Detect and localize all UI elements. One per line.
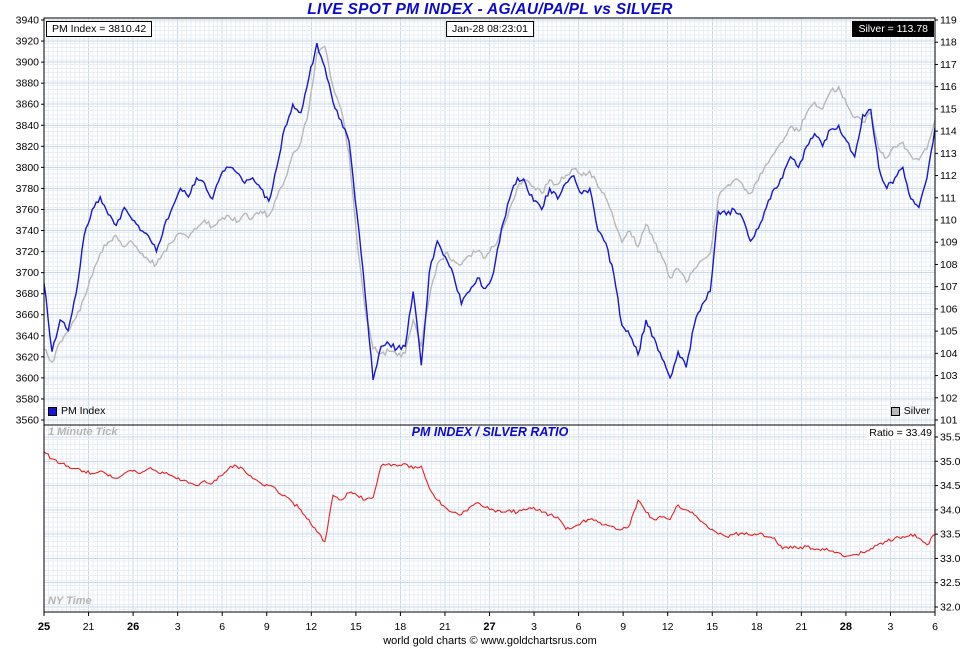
pm-index-line xyxy=(44,43,935,381)
svg-text:3: 3 xyxy=(531,621,537,633)
svg-text:12: 12 xyxy=(305,621,317,633)
svg-text:3720: 3720 xyxy=(16,246,40,258)
svg-text:107: 107 xyxy=(940,281,958,293)
svg-text:108: 108 xyxy=(940,259,958,271)
svg-text:117: 117 xyxy=(940,59,957,71)
svg-text:6: 6 xyxy=(576,621,582,633)
svg-text:25: 25 xyxy=(38,621,50,633)
svg-text:112: 112 xyxy=(940,170,957,182)
svg-text:3620: 3620 xyxy=(16,351,40,363)
svg-text:26: 26 xyxy=(127,621,139,633)
svg-text:15: 15 xyxy=(706,621,718,633)
svg-text:3: 3 xyxy=(888,621,894,633)
silver-swatch xyxy=(890,406,900,416)
tick-interval-note: 1 Minute Tick xyxy=(48,426,118,438)
svg-text:6: 6 xyxy=(219,621,225,633)
price-series xyxy=(44,43,935,381)
legend-silver: Silver xyxy=(890,405,930,417)
svg-text:9: 9 xyxy=(620,621,626,633)
svg-text:111: 111 xyxy=(940,192,956,204)
svg-text:114: 114 xyxy=(940,126,957,138)
svg-text:3860: 3860 xyxy=(16,99,40,111)
svg-text:3880: 3880 xyxy=(16,78,40,90)
svg-text:3660: 3660 xyxy=(16,309,40,321)
legend-silver-label: Silver xyxy=(903,405,930,417)
svg-text:3900: 3900 xyxy=(16,57,40,69)
svg-text:106: 106 xyxy=(940,303,958,315)
silver-line xyxy=(44,45,935,364)
svg-text:18: 18 xyxy=(395,621,407,633)
svg-text:34.5: 34.5 xyxy=(940,480,961,492)
svg-text:3800: 3800 xyxy=(16,162,40,174)
svg-text:105: 105 xyxy=(940,326,958,338)
svg-text:21: 21 xyxy=(83,621,95,633)
svg-text:18: 18 xyxy=(751,621,763,633)
svg-text:35.0: 35.0 xyxy=(940,456,961,468)
svg-text:32.5: 32.5 xyxy=(940,577,961,589)
svg-text:102: 102 xyxy=(940,392,958,404)
svg-text:28: 28 xyxy=(840,621,852,633)
svg-text:3640: 3640 xyxy=(16,330,40,342)
svg-text:32.0: 32.0 xyxy=(940,602,961,614)
svg-text:33.0: 33.0 xyxy=(940,553,961,565)
svg-text:12: 12 xyxy=(662,621,674,633)
pm-index-swatch xyxy=(48,406,57,416)
svg-text:118: 118 xyxy=(940,37,957,49)
timestamp-box: Jan-28 08:23:01 xyxy=(446,21,534,37)
svg-text:3920: 3920 xyxy=(16,36,40,48)
ratio-panel-title: PM INDEX / SILVER RATIO xyxy=(411,425,569,439)
svg-text:101: 101 xyxy=(940,415,958,427)
svg-text:3700: 3700 xyxy=(16,267,40,279)
svg-text:3840: 3840 xyxy=(16,120,40,132)
svg-text:27: 27 xyxy=(483,621,495,633)
svg-text:9: 9 xyxy=(264,621,270,633)
svg-text:104: 104 xyxy=(940,348,958,360)
timezone-note: NY Time xyxy=(48,595,92,607)
svg-text:3: 3 xyxy=(175,621,181,633)
svg-text:103: 103 xyxy=(940,370,958,382)
legend-pm-index-label: PM Index xyxy=(61,405,106,417)
svg-text:15: 15 xyxy=(350,621,362,633)
page-title: LIVE SPOT PM INDEX - AG/AU/PA/PL vs SILV… xyxy=(307,1,673,18)
attribution-footer: world gold charts © www.goldchartsrus.co… xyxy=(383,635,597,647)
svg-text:109: 109 xyxy=(940,237,958,249)
ratio-series xyxy=(44,451,935,558)
axis-labels: 3940 3920 3900 3880 3860 3840 3820 3800 3780 3760… xyxy=(16,15,961,634)
svg-text:21: 21 xyxy=(796,621,808,633)
svg-text:119: 119 xyxy=(940,15,957,27)
gridlines xyxy=(44,18,935,612)
ratio-line xyxy=(44,451,935,558)
svg-text:3820: 3820 xyxy=(16,141,40,153)
svg-text:3940: 3940 xyxy=(16,15,40,27)
svg-text:3740: 3740 xyxy=(16,225,40,237)
svg-text:33.5: 33.5 xyxy=(940,529,961,541)
svg-text:113: 113 xyxy=(940,148,957,160)
svg-text:115: 115 xyxy=(940,103,957,115)
svg-text:3760: 3760 xyxy=(16,204,40,216)
svg-text:3560: 3560 xyxy=(16,415,40,427)
svg-text:6: 6 xyxy=(932,621,938,633)
svg-text:35.5: 35.5 xyxy=(940,432,961,444)
svg-text:3580: 3580 xyxy=(16,393,40,405)
svg-text:3600: 3600 xyxy=(16,372,40,384)
svg-text:34.0: 34.0 xyxy=(940,504,961,516)
svg-text:110: 110 xyxy=(940,215,957,227)
svg-text:21: 21 xyxy=(439,621,451,633)
ratio-value-label: Ratio = 33.49 xyxy=(867,427,934,439)
svg-text:116: 116 xyxy=(940,81,957,93)
svg-text:3780: 3780 xyxy=(16,183,40,195)
legend-pm-index: PM Index xyxy=(48,405,105,417)
svg-text:3680: 3680 xyxy=(16,288,40,300)
pm-index-value-box: PM Index = 3810.42 xyxy=(46,21,153,37)
silver-value-box: Silver = 113.78 xyxy=(852,21,934,37)
